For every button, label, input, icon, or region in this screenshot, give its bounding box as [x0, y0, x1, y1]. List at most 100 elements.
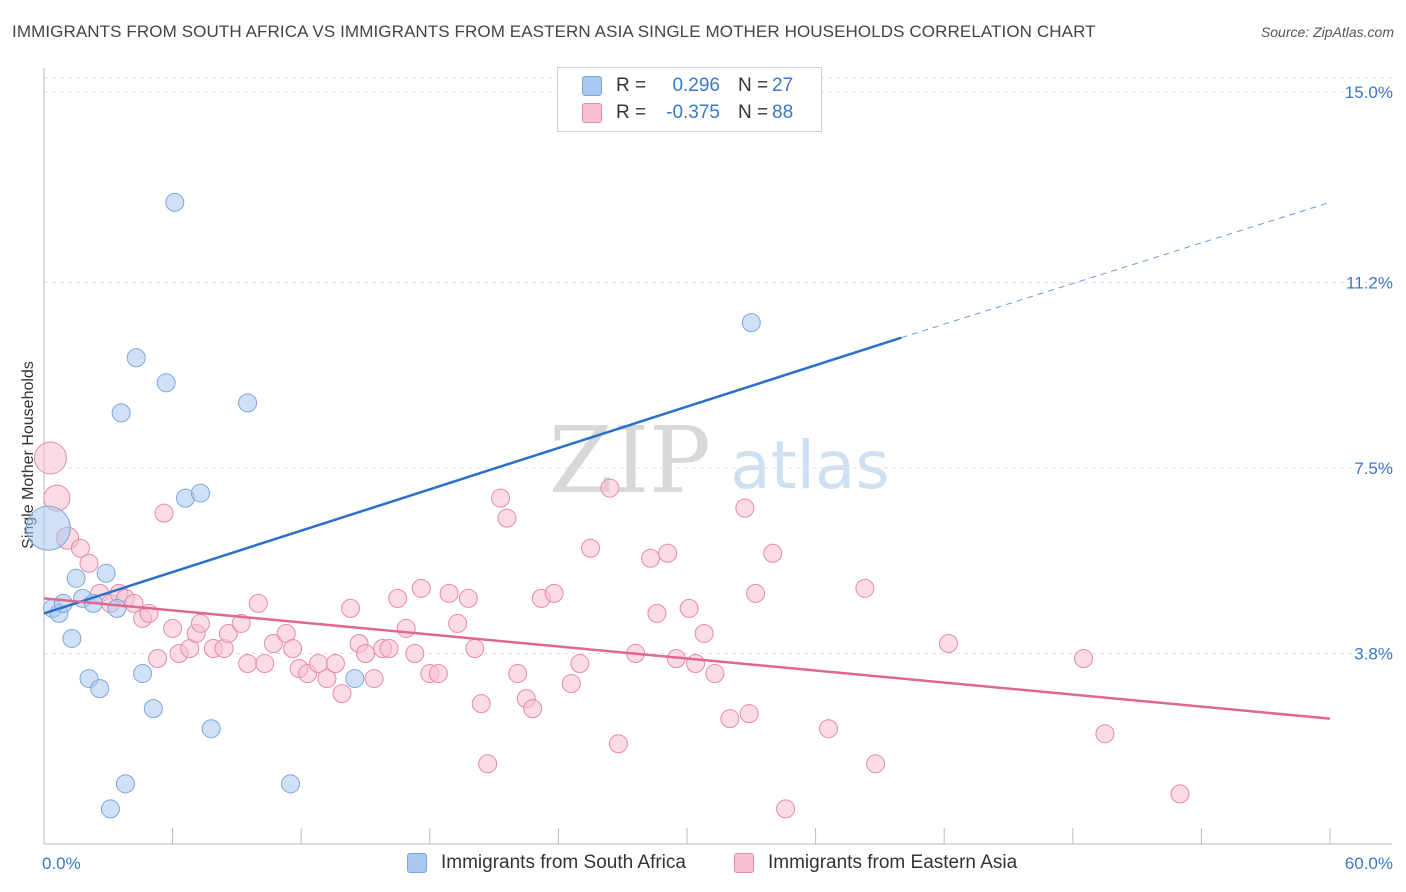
source-note: Source: ZipAtlas.com: [1260, 24, 1394, 40]
legend-r-label: R =: [616, 75, 647, 96]
point-south-africa: [96, 563, 116, 583]
point-eastern-asia: [439, 583, 459, 603]
trend-line-south-africa: [43, 336, 902, 615]
legend-swatch-south-africa: [582, 76, 602, 96]
point-eastern-asia: [679, 598, 699, 618]
point-south-africa: [133, 664, 153, 684]
legend-row-eastern-asia: R = -0.375 N = 88: [582, 101, 793, 125]
legend-row-south-africa: R = 0.296 N = 27: [582, 74, 793, 98]
legend-n-label: N =: [738, 102, 769, 123]
legend-swatch-eastern-asia: [582, 103, 602, 123]
axes: [43, 68, 1392, 845]
point-eastern-asia: [1170, 784, 1190, 804]
point-south-africa: [238, 393, 258, 413]
point-south-africa: [741, 313, 761, 333]
point-eastern-asia: [471, 694, 491, 714]
point-south-africa: [165, 192, 185, 212]
point-south-africa: [107, 598, 127, 618]
point-eastern-asia: [478, 754, 498, 774]
point-eastern-asia: [855, 578, 875, 598]
legend-n-value: 27: [772, 75, 794, 96]
point-eastern-asia: [356, 644, 375, 664]
point-eastern-asia: [608, 734, 628, 754]
point-eastern-asia: [739, 704, 759, 724]
point-eastern-asia: [263, 633, 283, 653]
series-legend-south-africa: Immigrants from South Africa: [407, 852, 686, 874]
legend-n-value: 88: [772, 102, 794, 123]
point-south-africa: [143, 699, 163, 719]
trend-lines: [43, 201, 1331, 720]
tick-labels: 3.8% 7.5% 11.2% 15.0% 0.0% 60.0%: [42, 83, 1393, 873]
legend-n-label: N =: [738, 75, 769, 96]
series-legend: Immigrants from South Africa Immigrants …: [0, 852, 1406, 876]
point-eastern-asia: [248, 593, 268, 613]
point-eastern-asia: [190, 613, 210, 633]
point-eastern-asia: [448, 613, 468, 633]
series-label-south-africa: Immigrants from South Africa: [441, 852, 686, 873]
point-eastern-asia: [735, 498, 755, 518]
point-south-africa: [190, 483, 210, 503]
point-south-africa: [25, 505, 71, 551]
legend-r-value: 0.296: [672, 75, 720, 96]
point-eastern-asia: [231, 613, 251, 633]
point-eastern-asia: [458, 588, 478, 608]
point-south-africa: [90, 679, 110, 699]
point-eastern-asia: [255, 654, 275, 674]
point-eastern-asia: [818, 719, 838, 739]
point-eastern-asia: [720, 709, 740, 729]
trend-line-eastern-asia: [43, 597, 1331, 720]
series-label-eastern-asia: Immigrants from Eastern Asia: [768, 852, 1018, 873]
point-eastern-asia: [1095, 724, 1115, 744]
point-south-africa: [126, 348, 146, 368]
watermark-atlas: atlas: [730, 427, 890, 504]
point-eastern-asia: [776, 799, 796, 819]
point-south-africa: [280, 774, 300, 794]
series-swatch-eastern-asia: [734, 853, 754, 873]
point-south-africa: [115, 774, 135, 794]
stats-legend: R = 0.296 N = 27 R = -0.375 N = 88: [557, 67, 822, 132]
grid: [44, 77, 1392, 655]
point-south-africa: [62, 628, 82, 648]
y-tick-label: 15.0%: [1345, 83, 1393, 102]
point-eastern-asia: [686, 654, 706, 674]
point-eastern-asia: [33, 441, 67, 475]
point-eastern-asia: [154, 503, 174, 523]
point-eastern-asia: [641, 548, 661, 568]
series-swatch-south-africa: [407, 853, 427, 873]
point-eastern-asia: [570, 654, 590, 674]
point-eastern-asia: [694, 623, 714, 643]
x-tick-label-max: 60.0%: [1345, 854, 1393, 873]
point-eastern-asia: [465, 638, 485, 658]
point-eastern-asia: [405, 644, 425, 664]
x-tick-label-min: 0.0%: [42, 854, 81, 873]
point-eastern-asia: [658, 543, 678, 563]
point-eastern-asia: [340, 598, 360, 618]
point-eastern-asia: [317, 669, 337, 689]
point-eastern-asia: [379, 638, 399, 658]
point-eastern-asia: [79, 553, 99, 573]
point-eastern-asia: [148, 649, 168, 669]
point-eastern-asia: [508, 664, 528, 684]
point-eastern-asia: [70, 538, 90, 558]
legend-r-label: R =: [616, 102, 647, 123]
series-legend-eastern-asia: Immigrants from Eastern Asia: [734, 852, 1017, 874]
point-eastern-asia: [238, 654, 258, 674]
watermark: ZIP atlas: [549, 407, 890, 514]
point-eastern-asia: [523, 699, 543, 719]
point-eastern-asia: [1074, 649, 1094, 669]
point-south-africa: [345, 669, 365, 689]
point-south-africa: [111, 403, 131, 423]
point-south-africa: [201, 719, 221, 739]
point-eastern-asia: [283, 638, 303, 658]
point-eastern-asia: [325, 654, 345, 674]
point-eastern-asia: [763, 543, 783, 563]
point-eastern-asia: [600, 478, 620, 498]
point-eastern-asia: [647, 603, 667, 623]
point-south-africa: [156, 373, 176, 393]
point-south-africa: [66, 568, 86, 588]
point-eastern-asia: [497, 508, 517, 528]
point-eastern-asia: [218, 623, 238, 643]
point-eastern-asia: [705, 664, 725, 684]
point-south-africa: [100, 799, 120, 819]
